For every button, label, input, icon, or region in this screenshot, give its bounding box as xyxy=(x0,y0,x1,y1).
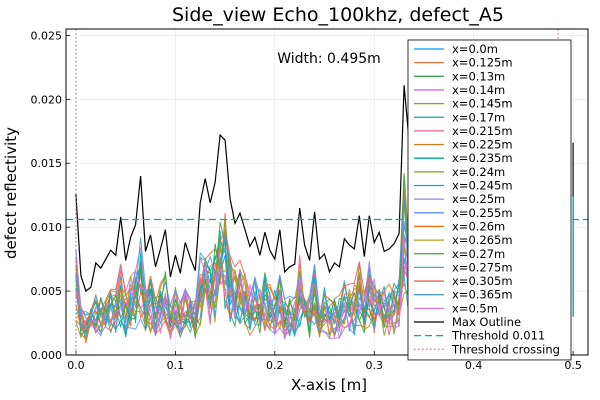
x-tick-label: 0.4 xyxy=(465,359,483,372)
chart-title: Side_view Echo_100khz, defect_A5 xyxy=(172,4,504,26)
x-tick-label: 0.2 xyxy=(266,359,284,372)
y-tick-label: 0.025 xyxy=(31,29,63,42)
legend-label: x=0.14m xyxy=(452,83,505,97)
legend-label: x=0.245m xyxy=(452,179,513,193)
legend-label: x=0.27m xyxy=(452,247,505,261)
legend-label: Threshold crossing xyxy=(451,342,560,356)
legend-label: x=0.0m xyxy=(452,42,498,56)
width-annotation: Width: 0.495m xyxy=(277,51,381,67)
x-tick-label: 0.0 xyxy=(67,359,85,372)
x-tick-labels: 0.0 0.1 0.2 0.3 0.4 0.5 xyxy=(67,359,582,372)
legend: x=0.0mx=0.125mx=0.13mx=0.14mx=0.145mx=0.… xyxy=(407,39,572,361)
x-tick-label: 0.3 xyxy=(365,359,383,372)
legend-label: x=0.365m xyxy=(452,288,513,302)
legend-label: x=0.5m xyxy=(452,301,498,315)
legend-label: x=0.125m xyxy=(452,56,513,70)
series-line xyxy=(75,245,410,340)
y-tick-label: 0.000 xyxy=(31,349,63,362)
max-outline-layer xyxy=(75,85,410,293)
plot-series xyxy=(75,142,574,344)
x-tick-label: 0.1 xyxy=(167,359,185,372)
legend-label: x=0.13m xyxy=(452,69,505,83)
legend-label: x=0.255m xyxy=(452,206,513,220)
x-tick-label: 0.5 xyxy=(564,359,582,372)
x-axis-title: X-axis [m] xyxy=(291,376,367,394)
series-line xyxy=(75,235,410,340)
legend-label: Max Outline xyxy=(452,315,521,329)
series-line xyxy=(75,237,410,338)
y-tick-label: 0.005 xyxy=(31,285,63,298)
legend-label: x=0.145m xyxy=(452,97,513,111)
legend-box xyxy=(407,39,572,361)
max-outline-line xyxy=(75,85,410,293)
series-line xyxy=(75,225,410,340)
y-tick-label: 0.020 xyxy=(31,93,63,106)
y-tick-label: 0.010 xyxy=(31,221,63,234)
legend-label: x=0.225m xyxy=(452,138,513,152)
legend-label: x=0.25m xyxy=(452,192,505,206)
y-tick-label: 0.015 xyxy=(31,157,63,170)
legend-label: Threshold 0.011 xyxy=(451,329,545,343)
plot-frame xyxy=(65,28,589,356)
series-line xyxy=(75,228,410,335)
legend-label: x=0.275m xyxy=(452,260,513,274)
legend-label: x=0.265m xyxy=(452,233,513,247)
legend-label: x=0.235m xyxy=(452,151,513,165)
legend-label: x=0.26m xyxy=(452,219,505,233)
legend-label: x=0.305m xyxy=(452,274,513,288)
legend-label: x=0.215m xyxy=(452,124,513,138)
y-tick-labels: 0.000 0.005 0.010 0.015 0.020 0.025 xyxy=(31,29,63,362)
y-axis-title: defect reflectivity xyxy=(2,127,20,259)
legend-label: x=0.17m xyxy=(452,110,505,124)
legend-label: x=0.24m xyxy=(452,165,505,179)
